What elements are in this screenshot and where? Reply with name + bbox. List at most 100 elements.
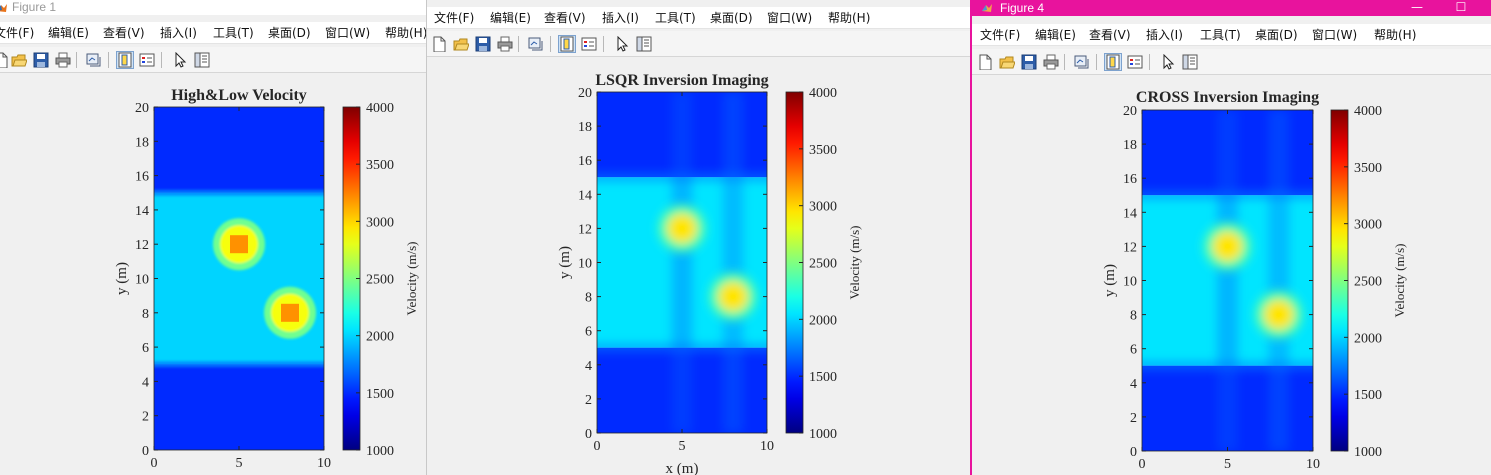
menu-tools[interactable]: 工具(T) bbox=[655, 11, 696, 25]
minimize-button[interactable]: — bbox=[1411, 0, 1423, 14]
figure-2-window: 文件(F) 编辑(E) 查看(V) 插入(I) 工具(T) 桌面(D) 窗口(W) 帮助(H)… bbox=[427, 0, 970, 475]
menu-edit[interactable]: 编辑(E) bbox=[48, 26, 89, 40]
colorbar-label: Velocity (m/s) bbox=[847, 225, 862, 299]
y-tick-label: 6 bbox=[585, 325, 592, 340]
print-button[interactable] bbox=[54, 51, 72, 69]
menu-help[interactable]: 帮助(H) bbox=[1374, 28, 1417, 42]
colorbar-tick-label: 3000 bbox=[809, 200, 837, 215]
colorbar-tick-label: 2500 bbox=[366, 273, 394, 288]
colorbar-tick-label: 2000 bbox=[809, 313, 837, 328]
menu-insert[interactable]: 插入(I) bbox=[160, 26, 197, 40]
x-axis-label: x (m) bbox=[666, 461, 699, 475]
menu-desktop[interactable]: 桌面(D) bbox=[710, 11, 753, 25]
y-tick-label: 16 bbox=[135, 170, 149, 185]
colorbar-tick-label: 3500 bbox=[366, 158, 394, 173]
matlab-icon bbox=[0, 4, 7, 12]
y-tick-label: 14 bbox=[135, 204, 149, 219]
streak-column-2 bbox=[1268, 110, 1290, 451]
open-folder-button[interactable] bbox=[998, 53, 1016, 71]
y-tick-label: 10 bbox=[135, 273, 149, 288]
colorbar-button[interactable] bbox=[558, 35, 576, 53]
select-pointer-icon bbox=[1163, 54, 1175, 70]
menu-view[interactable]: 查看(V) bbox=[544, 11, 586, 25]
menu-view[interactable]: 查看(V) bbox=[1089, 28, 1131, 42]
menu-tools[interactable]: 工具(T) bbox=[1200, 28, 1241, 42]
new-file-button[interactable] bbox=[0, 51, 10, 69]
anomaly-core-1 bbox=[281, 303, 299, 322]
menu-file[interactable]: 文件(F) bbox=[980, 28, 1021, 42]
x-tick-label: 0 bbox=[151, 456, 158, 471]
y-tick-label: 10 bbox=[578, 257, 592, 272]
menu-window[interactable]: 窗口(W) bbox=[767, 11, 813, 25]
y-axis-label: y (m) bbox=[114, 262, 130, 295]
y-tick-label: 14 bbox=[578, 188, 592, 203]
select-pointer-button[interactable] bbox=[1159, 53, 1177, 71]
save-button[interactable] bbox=[32, 51, 50, 69]
open-folder-icon bbox=[999, 56, 1015, 69]
property-inspector-button[interactable] bbox=[635, 35, 653, 53]
menu-help[interactable]: 帮助(H) bbox=[385, 26, 427, 40]
toolbar-separator bbox=[1096, 54, 1097, 70]
save-button[interactable] bbox=[1020, 53, 1038, 71]
select-pointer-button[interactable] bbox=[613, 35, 631, 53]
y-tick-label: 18 bbox=[578, 120, 592, 135]
title-bar[interactable]: Figure 1 bbox=[0, 0, 426, 15]
link-plot-button[interactable] bbox=[527, 35, 545, 53]
link-plot-button[interactable] bbox=[1073, 53, 1091, 71]
menu-window[interactable]: 窗口(W) bbox=[1312, 28, 1358, 42]
figure-toolbar bbox=[972, 49, 1491, 75]
menu-file[interactable]: 文件(F) bbox=[0, 26, 35, 40]
colorbar-tick-label: 4000 bbox=[1354, 104, 1382, 119]
maximize-button[interactable]: ☐ bbox=[1455, 0, 1467, 14]
y-tick-label: 8 bbox=[142, 307, 149, 322]
colorbar-tick-label: 1000 bbox=[809, 427, 837, 442]
heatmap-image bbox=[1142, 110, 1313, 451]
save-icon bbox=[33, 52, 49, 68]
plot-title: High&Low Velocity bbox=[171, 87, 307, 104]
property-inspector-button[interactable] bbox=[1181, 53, 1199, 71]
menu-insert[interactable]: 插入(I) bbox=[1146, 28, 1183, 42]
colorbar-button[interactable] bbox=[116, 51, 134, 69]
legend-button[interactable] bbox=[1126, 53, 1144, 71]
menu-tools[interactable]: 工具(T) bbox=[213, 26, 254, 40]
print-button[interactable] bbox=[496, 35, 514, 53]
velocity-layer-0 bbox=[154, 107, 324, 193]
new-file-button[interactable] bbox=[430, 35, 448, 53]
print-icon bbox=[55, 52, 71, 68]
menu-window[interactable]: 窗口(W) bbox=[325, 26, 371, 40]
link-plot-icon bbox=[1074, 55, 1089, 69]
menu-file[interactable]: 文件(F) bbox=[434, 11, 475, 25]
menu-bar: 文件(F) 编辑(E) 查看(V) 插入(I) 工具(T) 桌面(D) 窗口(W) 帮助(H) bbox=[972, 24, 1491, 46]
print-button[interactable] bbox=[1042, 53, 1060, 71]
open-folder-button[interactable] bbox=[10, 51, 28, 69]
legend-button[interactable] bbox=[138, 51, 156, 69]
menu-edit[interactable]: 编辑(E) bbox=[490, 11, 531, 25]
print-icon bbox=[1043, 54, 1059, 70]
link-plot-button[interactable] bbox=[85, 51, 103, 69]
menu-view[interactable]: 查看(V) bbox=[103, 26, 145, 40]
colorbar-button[interactable] bbox=[1104, 53, 1122, 71]
menu-edit[interactable]: 编辑(E) bbox=[1035, 28, 1076, 42]
toolbar-separator bbox=[518, 36, 519, 52]
y-axis-label: y (m) bbox=[557, 246, 573, 279]
legend-button[interactable] bbox=[580, 35, 598, 53]
menu-desktop[interactable]: 桌面(D) bbox=[268, 26, 311, 40]
select-pointer-button[interactable] bbox=[171, 51, 189, 69]
menu-desktop[interactable]: 桌面(D) bbox=[1255, 28, 1298, 42]
property-inspector-button[interactable] bbox=[193, 51, 211, 69]
streak-column-2 bbox=[722, 92, 744, 433]
figure-1-window: Figure 1 文件(F) 编辑(E) 查看(V) 插入(I) 工具(T) 桌面(D) 窗… bbox=[0, 0, 427, 475]
menu-insert[interactable]: 插入(I) bbox=[602, 11, 639, 25]
open-folder-button[interactable] bbox=[452, 35, 470, 53]
new-file-button[interactable] bbox=[976, 53, 994, 71]
menu-help[interactable]: 帮助(H) bbox=[828, 11, 871, 25]
y-tick-label: 4 bbox=[1130, 377, 1137, 392]
x-tick-label: 0 bbox=[594, 439, 601, 454]
velocity-layer-2 bbox=[154, 364, 324, 450]
colorbar-label: Velocity (m/s) bbox=[1392, 243, 1407, 317]
save-button[interactable] bbox=[474, 35, 492, 53]
save-icon bbox=[1021, 54, 1037, 70]
title-bar[interactable]: Figure 4 — ☐ bbox=[972, 0, 1491, 16]
figure-toolbar bbox=[0, 47, 426, 73]
streak-column-1 bbox=[671, 92, 693, 433]
